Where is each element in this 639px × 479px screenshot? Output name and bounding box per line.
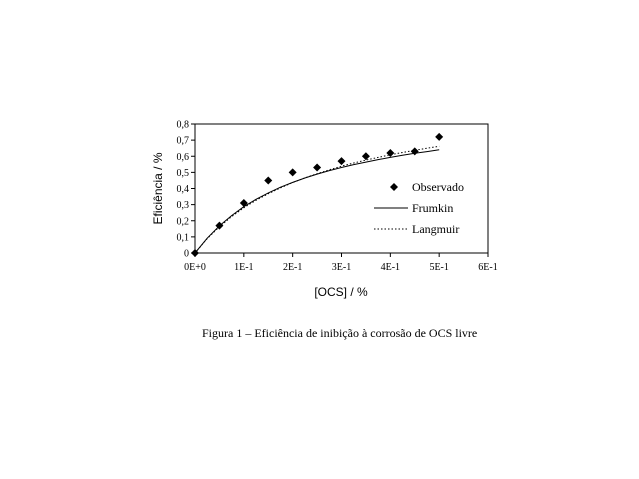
data-point	[288, 168, 297, 177]
x-tick-label: 5E-1	[429, 262, 448, 273]
legend-marker	[390, 183, 398, 191]
data-point	[264, 176, 273, 185]
legend: Observado Frumkin Langmuir	[374, 180, 464, 236]
y-tick-label: 0,6	[177, 152, 190, 163]
y-axis-title: Eficiência / %	[151, 152, 165, 224]
y-tick-label: 0,4	[177, 184, 190, 195]
y-tick-label: 0,7	[177, 136, 190, 147]
x-tick-label: 2E-1	[283, 262, 302, 273]
figure-caption: Figura 1 – Eficiência de inibição à corr…	[202, 326, 478, 340]
x-tick-label: 0E+0	[184, 262, 206, 273]
x-tick-label: 3E-1	[332, 262, 351, 273]
x-axis-title: [OCS] / %	[314, 285, 368, 299]
legend-label: Langmuir	[412, 222, 459, 236]
y-tick-label: 0	[184, 249, 189, 260]
y-tick-label: 0,3	[177, 200, 190, 211]
data-point	[361, 152, 370, 161]
x-tick-label: 6E-1	[478, 262, 497, 273]
series-layer	[191, 132, 444, 257]
legend-label: Observado	[412, 180, 464, 194]
axes: 0 0,1 0,2 0,3 0,4 0,5 0,6 0,7 0,8 0E+0 1E-1 2E-1 3E-…	[177, 120, 498, 274]
y-tick-label: 0,2	[177, 216, 190, 227]
data-point	[313, 163, 322, 172]
data-point	[435, 132, 444, 141]
x-tick-label: 1E-1	[234, 262, 253, 273]
series-line	[194, 145, 440, 254]
y-tick-label: 0,8	[177, 120, 190, 131]
series-langmuir	[194, 145, 440, 254]
x-tick-label: 4E-1	[381, 262, 400, 273]
y-tick-label: 0,5	[177, 168, 190, 179]
y-tick-label: 0,1	[177, 232, 190, 243]
data-point	[337, 157, 346, 166]
legend-label: Frumkin	[412, 201, 453, 215]
